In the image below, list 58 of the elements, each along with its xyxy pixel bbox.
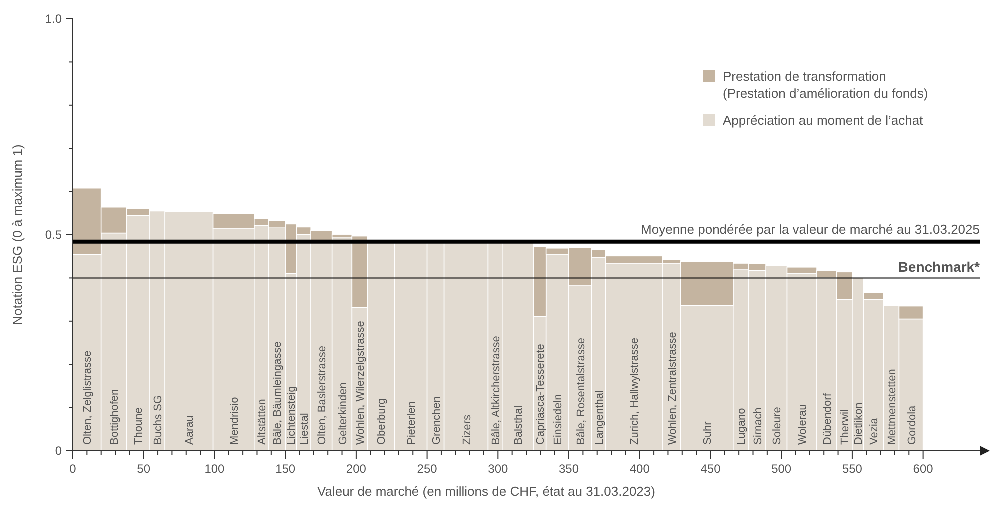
annotation: Liestal <box>299 413 311 445</box>
x-tick-label: 250 <box>417 462 438 476</box>
annotation: Thoune <box>133 408 146 445</box>
ref-line-label: Moyenne pondérée par la valeur de marché au 31.03.2025 <box>641 222 980 237</box>
x-tick-label: 500 <box>772 462 792 476</box>
annotation: Soleure <box>772 407 784 445</box>
annotation: Pieterlen <box>406 402 418 445</box>
annotation: Zurich, Hallwylstrasse <box>629 338 642 445</box>
y-tick-label: 0.5 <box>45 228 62 242</box>
annotation: Suhr <box>702 421 714 445</box>
annotation: Aarau <box>184 416 196 445</box>
annotation: Dietlikon <box>853 402 866 445</box>
x-tick-label: 0 <box>70 462 77 476</box>
y-tick-label: 0 <box>55 444 62 458</box>
annotation: Buchs SG <box>152 395 164 445</box>
x-tick-label: 400 <box>630 462 650 476</box>
annotation: Lugano <box>736 408 748 445</box>
legend-label: Prestation de transformation (Prestation d’amélioration du fonds) <box>723 69 928 101</box>
annotation: Mendrisio <box>228 397 241 445</box>
annotation: Olten, Baslerstrasse <box>316 346 329 445</box>
annotation: Langenthal <box>594 390 606 445</box>
annotation: Gordola <box>906 404 918 445</box>
annotation: Sirnach <box>752 408 764 445</box>
annotation: Olten, Zelglistrasse <box>82 350 94 445</box>
x-tick-label: 550 <box>842 462 863 476</box>
annotation: Gelterkinden <box>337 382 350 445</box>
x-tick-label: 350 <box>559 462 580 476</box>
annotation: Vezia <box>868 417 881 445</box>
annotation: Bâle, Bäumleingasse <box>272 342 284 445</box>
annotation: Capriasca-Tesserete <box>534 344 547 445</box>
annotation: Lichtensteig <box>286 386 298 445</box>
annotation: Bâle, Altkircherstrasse <box>490 336 502 445</box>
annotation: Balsthal <box>512 406 525 445</box>
annotation: Wolerau <box>797 404 810 445</box>
annotation: Wohlen, Zentralstrasse <box>666 332 679 445</box>
y-tick-label: 1.0 <box>45 12 62 26</box>
annotation: Mettmenstetten <box>886 369 898 445</box>
x-tick-label: 100 <box>204 462 226 476</box>
annotation: Wohlen, Wilerzelgstrasse <box>354 321 367 445</box>
x-axis-title: Valeur de marché (en millions de CHF, état au 31.03.2023) <box>318 484 656 499</box>
annotation: Grenchen <box>430 396 443 445</box>
x-tick-label: 50 <box>137 462 151 476</box>
x-tick-label: 450 <box>700 462 722 476</box>
annotation: Bâle, Rosentalstrasse <box>575 338 588 445</box>
annotation: Oberburg <box>376 398 388 445</box>
annotation: Zizers <box>461 414 474 445</box>
annotation: Einsiedeln <box>552 394 565 445</box>
x-tick-label: 200 <box>346 462 367 476</box>
annotation: Altstätten <box>256 399 268 445</box>
y-axis-title: Notation ESG (0 à maximum 1) <box>10 144 25 326</box>
x-tick-label: 150 <box>276 462 296 476</box>
annotation: Bottighofen <box>109 389 122 445</box>
ref-line-label: Benchmark* <box>898 259 981 276</box>
x-tick-label: 300 <box>488 462 508 476</box>
annotation: Dübendorf <box>822 392 834 445</box>
legend-label: Appréciation au moment de l’achat <box>723 113 924 128</box>
annotation: Therwil <box>840 410 852 445</box>
x-tick-label: 600 <box>913 462 934 476</box>
